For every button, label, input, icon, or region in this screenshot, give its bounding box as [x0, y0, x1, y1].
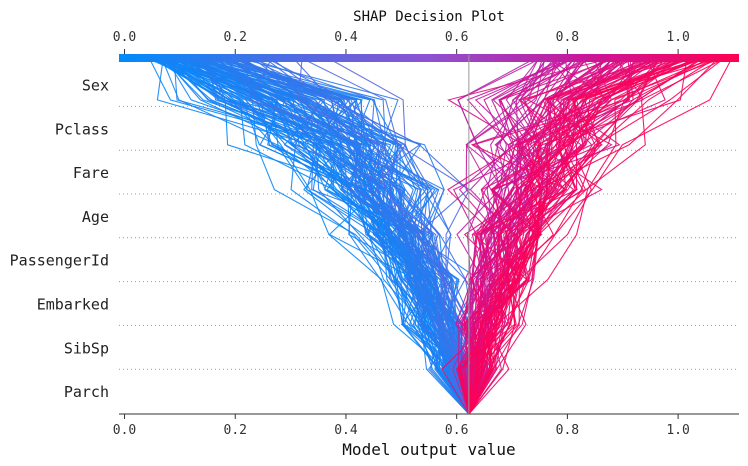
x-tick-label-top: 0.2	[224, 30, 247, 45]
x-tick-label-top: 1.0	[666, 30, 689, 45]
decision-path	[248, 54, 470, 415]
decision-path	[441, 54, 647, 415]
x-tick-label-bottom: 0.8	[556, 423, 579, 438]
decision-path	[237, 54, 470, 415]
feature-label-sex: Sex	[82, 77, 109, 95]
decision-path	[169, 54, 470, 415]
colorbar	[119, 54, 739, 62]
x-tick-label-bottom: 0.0	[113, 423, 136, 438]
decision-path	[260, 54, 470, 415]
feature-label-age: Age	[82, 208, 109, 226]
decision-paths	[138, 54, 734, 415]
feature-label-pclass: Pclass	[55, 120, 109, 138]
decision-path	[468, 54, 695, 415]
x-tick-label-top: 0.8	[556, 30, 579, 45]
x-tick-label-top: 0.6	[445, 30, 468, 45]
axes: 0.0 0.0 0.2 0.2 0.4 0.4 0.6 0.6 0.8 0.8 1.0 1.0	[113, 30, 739, 438]
chart-title: SHAP Decision Plot	[353, 9, 505, 25]
x-axis-label: Model output value	[342, 440, 515, 459]
decision-path	[459, 54, 693, 415]
decision-path	[239, 54, 470, 415]
feature-label-parch: Parch	[64, 383, 109, 401]
decision-path	[244, 54, 470, 415]
decision-path	[225, 54, 470, 415]
feature-labels: Sex Pclass Fare Age PassengerId Embarked SibSp…	[10, 77, 109, 402]
feature-label-passengerid: PassengerId	[10, 252, 109, 270]
decision-path	[468, 54, 722, 415]
decision-path	[183, 54, 470, 415]
decision-path	[144, 54, 470, 415]
x-tick-label-top: 0.4	[334, 30, 358, 45]
decision-path	[468, 54, 731, 415]
feature-label-embarked: Embarked	[37, 296, 109, 314]
decision-path	[458, 54, 623, 415]
decision-path	[185, 54, 470, 415]
decision-path	[462, 54, 713, 415]
decision-path	[146, 54, 470, 415]
x-tick-label-bottom: 1.0	[666, 423, 689, 438]
decision-path	[468, 54, 695, 415]
decision-path	[457, 54, 731, 415]
decision-path	[468, 54, 691, 415]
decision-path	[216, 54, 470, 415]
decision-path	[468, 54, 734, 415]
x-tick-label-bottom: 0.4	[334, 423, 358, 438]
decision-path	[213, 54, 470, 415]
x-tick-label-bottom: 0.2	[224, 423, 247, 438]
decision-path	[227, 54, 470, 415]
decision-path	[468, 54, 720, 415]
feature-gridlines	[119, 105, 739, 370]
decision-path	[322, 54, 470, 415]
decision-path	[468, 54, 732, 415]
decision-path	[297, 54, 470, 415]
x-tick-label-top: 0.0	[113, 30, 136, 45]
decision-path	[468, 54, 722, 415]
decision-path	[463, 54, 626, 415]
decision-path	[463, 54, 661, 415]
x-tick-label-bottom: 0.6	[445, 423, 468, 438]
feature-label-fare: Fare	[73, 164, 109, 182]
decision-path	[171, 54, 470, 415]
feature-label-sibsp: SibSp	[64, 339, 109, 357]
decision-path	[468, 54, 713, 415]
